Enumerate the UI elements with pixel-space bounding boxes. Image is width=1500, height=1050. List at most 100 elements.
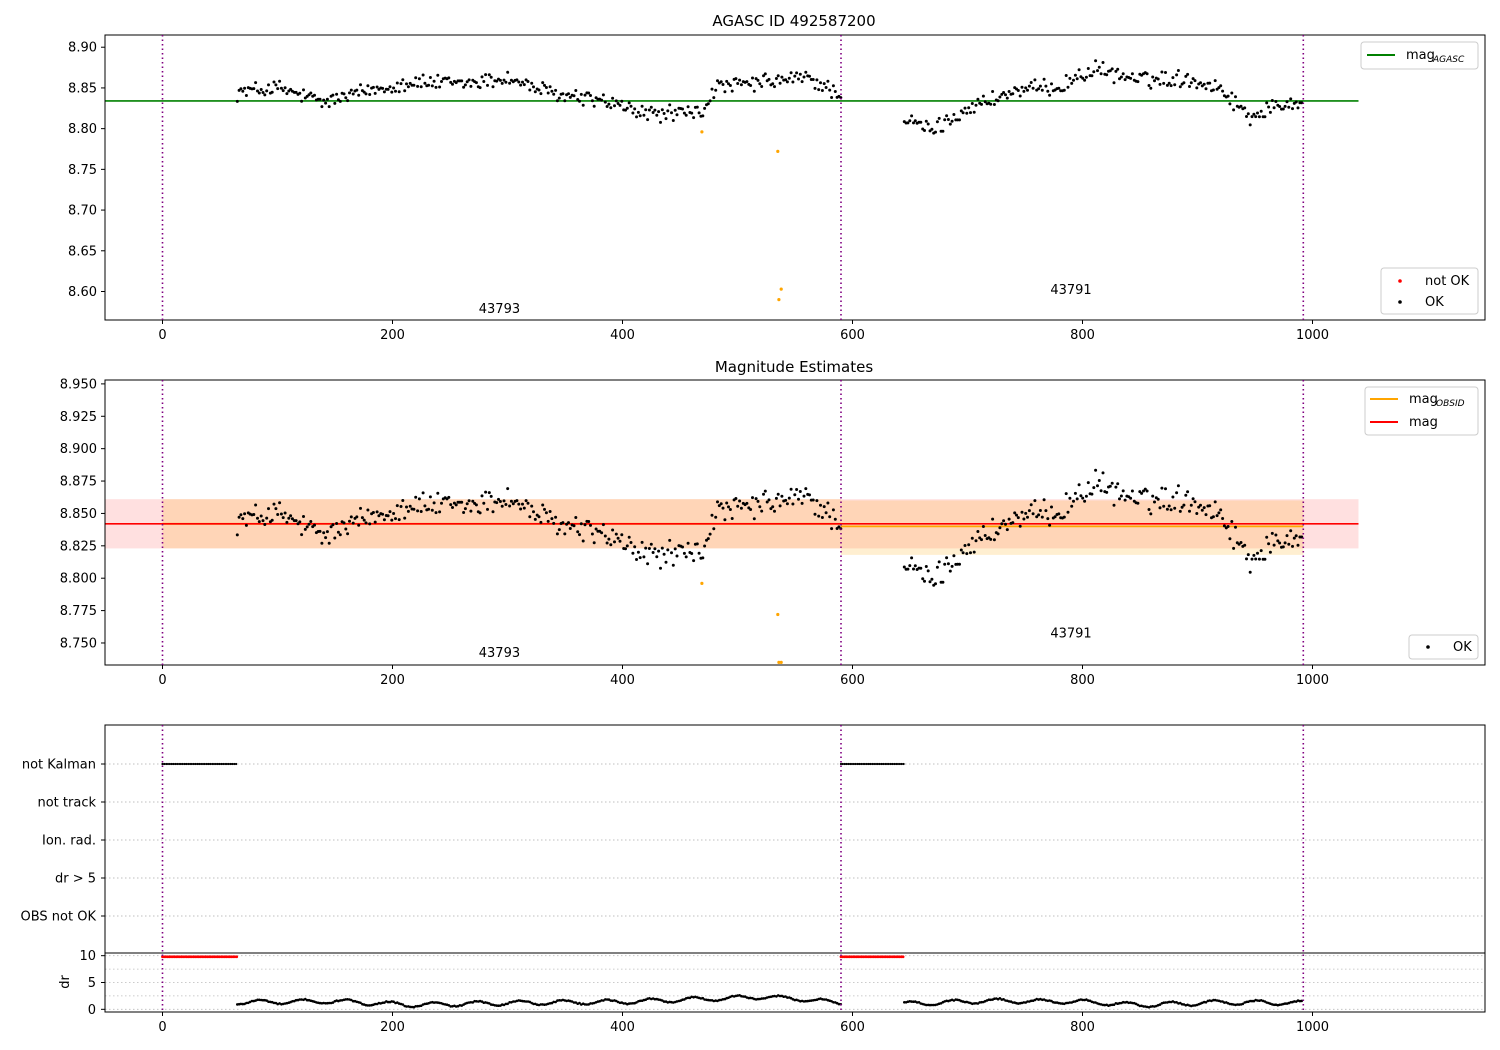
data-point bbox=[1296, 543, 1300, 547]
data-point bbox=[381, 512, 385, 516]
data-point bbox=[392, 86, 396, 90]
data-point bbox=[463, 507, 467, 511]
data-point bbox=[989, 102, 993, 106]
data-point bbox=[430, 84, 434, 88]
data-point bbox=[298, 91, 302, 95]
flag-point bbox=[216, 762, 219, 766]
data-point bbox=[318, 529, 322, 533]
data-point bbox=[1050, 82, 1053, 86]
dr-point bbox=[423, 1002, 427, 1006]
data-point bbox=[1285, 100, 1289, 104]
data-point bbox=[611, 528, 615, 532]
data-point bbox=[1234, 525, 1237, 529]
data-point bbox=[278, 501, 282, 505]
data-point bbox=[300, 533, 304, 537]
y-tick-label: 8.900 bbox=[60, 442, 97, 457]
data-point bbox=[952, 113, 956, 116]
data-point bbox=[1092, 486, 1096, 490]
data-point bbox=[811, 498, 815, 502]
data-point bbox=[620, 99, 624, 103]
data-point bbox=[451, 82, 454, 86]
data-point bbox=[618, 103, 622, 107]
data-point bbox=[629, 541, 633, 544]
data-point bbox=[671, 119, 675, 122]
flag-category-label: not track bbox=[37, 796, 96, 811]
data-point bbox=[1153, 79, 1156, 83]
data-point bbox=[697, 551, 701, 555]
data-point bbox=[981, 94, 985, 98]
data-point bbox=[980, 538, 983, 542]
data-point bbox=[403, 89, 407, 93]
data-point bbox=[1278, 105, 1282, 108]
data-point bbox=[991, 90, 995, 93]
data-point bbox=[1289, 97, 1293, 101]
flagged-point bbox=[779, 660, 783, 665]
data-point bbox=[789, 487, 793, 491]
data-point bbox=[980, 102, 983, 106]
dr-point bbox=[318, 1001, 322, 1005]
data-point bbox=[1259, 109, 1263, 113]
data-point bbox=[815, 78, 819, 82]
data-point bbox=[1281, 107, 1285, 111]
data-point bbox=[1189, 503, 1193, 507]
obsid-label: 43791 bbox=[1050, 283, 1091, 298]
flag-point bbox=[166, 762, 170, 766]
data-point bbox=[1101, 61, 1105, 64]
data-point bbox=[1167, 504, 1171, 508]
data-point bbox=[625, 106, 629, 110]
data-point bbox=[784, 78, 788, 82]
data-point bbox=[417, 77, 421, 81]
data-point bbox=[831, 84, 835, 88]
data-point bbox=[579, 522, 583, 526]
dr-point bbox=[298, 998, 302, 1001]
dr-point bbox=[1250, 999, 1254, 1003]
data-point bbox=[756, 78, 760, 82]
data-point bbox=[627, 535, 631, 539]
flag-point bbox=[170, 762, 173, 766]
data-point bbox=[1022, 517, 1026, 521]
data-point bbox=[926, 569, 930, 573]
data-point bbox=[1046, 517, 1050, 521]
data-point bbox=[833, 90, 837, 93]
data-point bbox=[360, 516, 364, 520]
data-point bbox=[1099, 72, 1103, 76]
data-point bbox=[1162, 81, 1166, 85]
dr-point bbox=[405, 1005, 408, 1008]
data-point bbox=[633, 545, 637, 549]
data-point bbox=[969, 551, 972, 555]
data-point bbox=[1094, 59, 1098, 63]
data-point bbox=[589, 523, 592, 527]
data-point bbox=[557, 528, 561, 532]
dr-point bbox=[1228, 1002, 1232, 1006]
data-point bbox=[912, 121, 915, 125]
data-point bbox=[480, 75, 484, 79]
y-tick-label: 8.875 bbox=[60, 475, 97, 490]
flag-point bbox=[209, 762, 212, 766]
dr-point bbox=[980, 1000, 983, 1004]
data-point bbox=[1283, 104, 1287, 108]
y-tick-label: 8.825 bbox=[60, 539, 97, 554]
data-point bbox=[1119, 494, 1123, 498]
y-tick-label: 8.850 bbox=[60, 507, 97, 522]
data-point bbox=[996, 532, 1000, 536]
flag-point bbox=[898, 762, 902, 766]
data-point bbox=[601, 93, 605, 97]
data-point bbox=[1219, 508, 1223, 512]
data-point bbox=[682, 551, 686, 555]
x-tick-label: 800 bbox=[1070, 1020, 1095, 1035]
data-point bbox=[274, 83, 278, 87]
data-point bbox=[436, 491, 440, 495]
data-point bbox=[1064, 74, 1068, 77]
data-point bbox=[1211, 515, 1215, 519]
data-point bbox=[618, 539, 622, 543]
data-point bbox=[491, 85, 495, 89]
data-point bbox=[241, 89, 245, 93]
data-point bbox=[1265, 535, 1269, 539]
data-point bbox=[950, 564, 954, 568]
dr-point bbox=[1068, 1001, 1072, 1004]
data-point bbox=[427, 507, 431, 511]
data-point bbox=[335, 522, 339, 525]
data-point bbox=[517, 80, 521, 84]
flag-point bbox=[198, 762, 201, 766]
data-point bbox=[487, 491, 491, 495]
